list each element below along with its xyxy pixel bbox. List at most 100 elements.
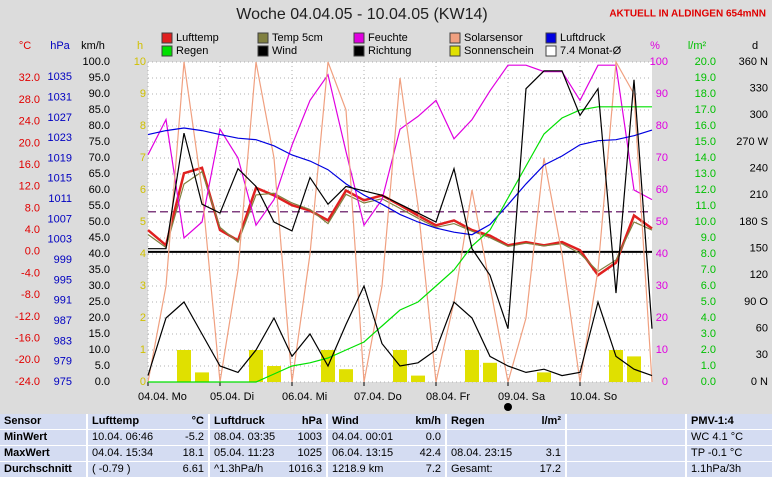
y-tick-label: 30.0 [89,280,110,292]
y-tick-label: 360 N [739,56,768,68]
legend-swatch [449,32,461,44]
cell-text: Wind [332,415,359,427]
header-cell: Luftdruck hPa [210,414,326,429]
y-tick-label: 13.0 [695,168,716,180]
y-tick-label: -16.0 [15,333,40,345]
y-tick-label: 300 [750,109,768,121]
series-line [148,106,652,383]
value-cell: 08.04. 23:15 3.1 [447,446,565,461]
y-tick-label: 55.0 [89,200,110,212]
legend-label: Regen [176,45,208,57]
row-label: Durchschnitt [0,462,86,477]
y-tick-label: -4.0 [21,267,40,279]
y-tick-label: 0.0 [95,376,110,388]
y-tick-label: 1003 [48,234,72,246]
cell-text: 7.2 [425,463,441,475]
legend-swatch [449,45,461,57]
y-tick-label: 12.0 [19,181,40,193]
y-tick-label: 1019 [48,152,72,164]
y-tick-label: 20.0 [695,56,716,68]
cell-text: 04.04. 15:34 [92,447,154,459]
y-tick-label: 0 [140,376,146,388]
cell-text: 6.61 [182,463,204,475]
cell-text: Gesamt: [451,463,493,475]
y-tick-label: 100.0 [82,56,110,68]
legend-label: Luftdruck [560,32,606,44]
y-tick-label: 19.0 [695,72,716,84]
value-cell: ^1.3hPa/h 1016.3 [210,462,326,477]
y-tick-label: 1.0 [701,360,716,372]
x-tick-label: 05.04. Di [210,391,254,403]
y-tick-label: 1031 [48,91,72,103]
cell-text: 1218.9 km [332,463,384,475]
legend-swatch [545,32,557,44]
x-tick-label: 06.04. Mi [282,391,327,403]
value-cell: 1218.9 km 7.2 [328,462,445,477]
legend-swatch [257,45,269,57]
cell-text: 05.04. 11:23 [214,447,275,459]
series-line [147,64,653,240]
series-line [147,60,653,383]
y-tick-label: 32.0 [19,72,40,84]
y-tick-label: 17.0 [695,104,716,116]
y-tick-label: 45.0 [89,232,110,244]
cell-text: 42.4 [419,447,441,459]
chart-title: Woche 04.04.05 - 10.04.05 (KW14) [236,6,487,23]
y-tick-label: 120 [750,269,768,281]
header-cell: PMV-1:4 [687,414,772,429]
y-tick-label: 70 [656,152,668,164]
x-tick-label: 10.04. So [570,391,617,403]
axis-unit: km/h [81,40,105,52]
y-tick-label: -8.0 [21,289,40,301]
y-tick-label: 60 [756,323,768,335]
y-tick-label: 80.0 [89,120,110,132]
sunshine-bar [411,375,425,382]
legend-swatch [257,32,269,44]
series-line [147,127,653,236]
y-tick-label: 180 S [739,216,768,228]
axis-unit: l/m² [688,40,707,52]
y-tick-label: 983 [54,335,72,347]
y-tick-label: 7.0 [701,264,716,276]
cell-text: l/m² [541,415,561,427]
y-tick-label: 60 [656,184,668,196]
y-tick-label: 1023 [48,132,72,144]
value-cell: 05.04. 11:23 1025 [210,446,326,461]
cell-text: 06.04. 13:15 [332,447,394,459]
y-tick-label: 10 [134,56,146,68]
y-tick-label: 75.0 [89,136,110,148]
y-tick-label: 3.0 [701,328,716,340]
axis-unit: °C [19,40,31,52]
y-tick-label: -12.0 [15,311,40,323]
y-tick-label: 65.0 [89,168,110,180]
cell-text: 3.1 [545,447,561,459]
cell-text: 18.1 [182,447,204,459]
y-tick-label: 210 [750,189,768,201]
y-tick-label: -20.0 [15,354,40,366]
cell-text: °C [191,415,204,427]
cell-text: Regen [451,415,485,427]
header-cell [567,414,685,429]
y-tick-label: 28.0 [19,94,40,106]
legend-label: Solarsensor [464,32,523,44]
legend-label: Feuchte [368,32,408,44]
y-tick-label: 95.0 [89,72,110,84]
x-tick-label: 07.04. Do [354,391,402,403]
x-tick-label: 09.04. Sa [498,391,546,403]
y-tick-label: 16.0 [19,159,40,171]
y-tick-label: 15.0 [695,136,716,148]
legend-label: Richtung [368,45,411,57]
sunshine-bar [177,350,191,382]
cell-text: 10.04. 06:46 [92,431,154,443]
y-tick-label: 30 [656,280,668,292]
y-tick-label: 4 [140,248,146,260]
legend-swatch [353,45,365,57]
sunshine-bar [483,362,497,382]
y-tick-label: 3 [140,280,146,292]
cell-text: 1003 [297,431,322,443]
value-cell: 04.04. 00:01 0.0 [328,430,445,445]
series-line [148,70,653,329]
cell-text: MaxWert [4,447,50,459]
y-tick-label: 0 [662,376,668,388]
cell-text: 17.2 [539,463,561,475]
